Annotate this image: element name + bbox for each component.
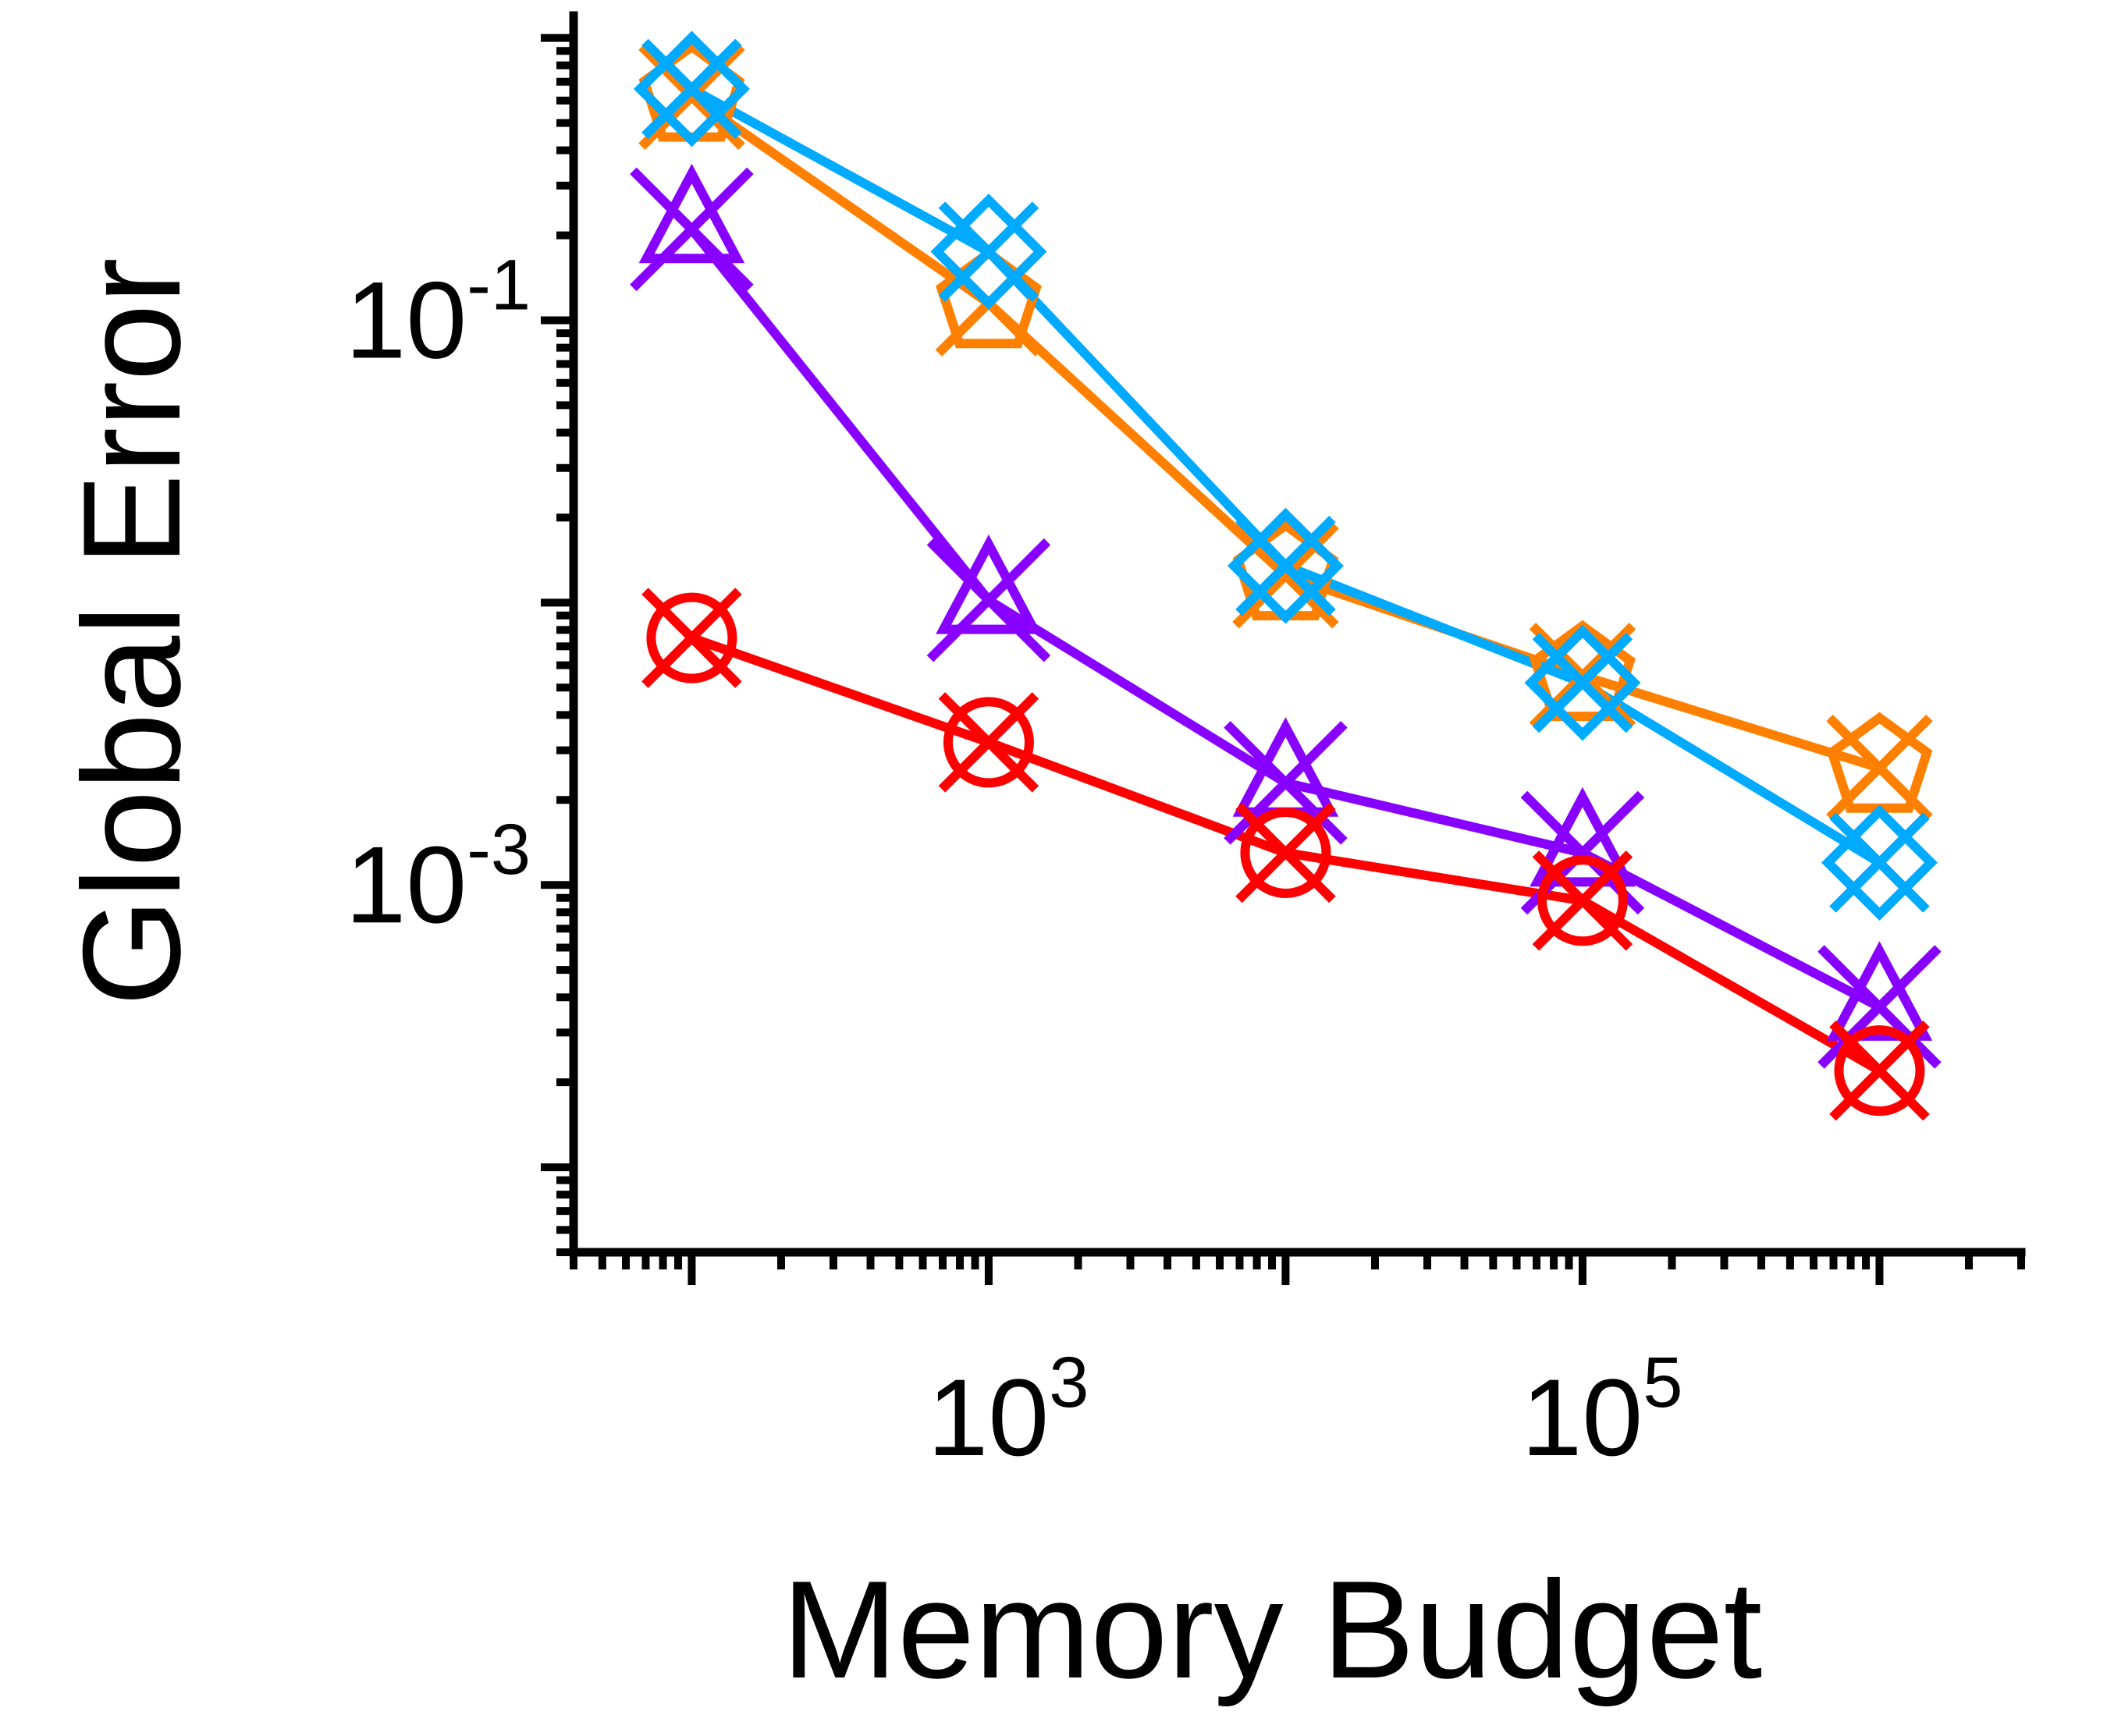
diamond-marker [1524, 624, 1641, 741]
data-point [1224, 717, 1348, 845]
triangle-marker [936, 534, 1042, 634]
data-point [1829, 1020, 1930, 1121]
marker-x-stroke [938, 201, 1039, 302]
x-tick-label-base: 10 [1521, 1356, 1643, 1479]
marker-x-stroke [1235, 802, 1336, 904]
data-point [930, 193, 1047, 311]
marker-x-stroke [630, 167, 754, 292]
series-line [688, 92, 1881, 772]
marker-x-stroke [638, 43, 745, 151]
triangle-marker [1826, 941, 1933, 1041]
pentagon-marker [936, 247, 1042, 349]
pentagon-marker [1530, 619, 1636, 722]
x-tick-label: 103 [927, 1343, 1089, 1479]
data-point [1529, 619, 1636, 730]
marker-x-stroke [1235, 515, 1336, 616]
x-tick-label-base: 10 [927, 1356, 1049, 1479]
y-tick-label-exponent: -3 [467, 810, 531, 889]
triangle-marker [1530, 786, 1636, 887]
triangle-marker [1232, 717, 1339, 817]
diamond-marker [930, 193, 1047, 311]
data-point [641, 588, 742, 688]
marker-x-stroke [1529, 623, 1636, 730]
y-tick-label-base: 10 [345, 259, 467, 382]
marker-x-stroke [1224, 721, 1348, 845]
marker-x-stroke [1829, 812, 1930, 913]
y-tick-label-exponent: -1 [467, 246, 531, 325]
series-line [689, 84, 1882, 867]
data-point [1532, 850, 1633, 951]
x-tick-label: 105 [1521, 1343, 1682, 1479]
marker-x-stroke [641, 38, 742, 140]
diamond-marker [633, 30, 750, 147]
marker-x-stroke [938, 692, 1039, 793]
y-tick-label-base: 10 [345, 823, 467, 946]
diamond-marker [1227, 507, 1344, 624]
data-point [1524, 624, 1641, 741]
data-point [1826, 712, 1933, 822]
marker-x-stroke [926, 538, 1051, 662]
marker-x-stroke [641, 588, 742, 688]
x-tick-label-exponent: 5 [1643, 1343, 1682, 1422]
data-point [1817, 941, 1942, 1069]
circle-marker [943, 697, 1034, 788]
data-point [633, 30, 750, 147]
series-layer [630, 30, 1942, 1121]
data-point [1227, 507, 1344, 624]
data-point [1821, 804, 1938, 921]
data-point [926, 534, 1051, 662]
circle-marker [1537, 855, 1628, 946]
circle-marker [1834, 1025, 1925, 1117]
diamond-marker [1821, 804, 1938, 921]
data-point [638, 41, 745, 151]
circle-marker [646, 592, 737, 683]
triangle-marker [638, 163, 745, 264]
y-tick-label: 10-3 [345, 810, 531, 946]
marker-x-stroke [1532, 632, 1633, 733]
y-tick-label: 10-1 [345, 246, 531, 382]
x-axis-title: Memory Budget [782, 1552, 1762, 1707]
marker-x-stroke [1829, 1020, 1930, 1121]
marker-x-stroke [1826, 714, 1933, 822]
data-point [630, 163, 754, 292]
circle-marker [1240, 807, 1331, 898]
data-point [1235, 802, 1336, 904]
data-point [938, 692, 1039, 793]
marker-x-stroke [1532, 850, 1633, 951]
y-axis-title: Global Error [54, 257, 209, 1006]
x-tick-label-exponent: 3 [1049, 1343, 1089, 1422]
marker-x-stroke [1817, 945, 1942, 1069]
